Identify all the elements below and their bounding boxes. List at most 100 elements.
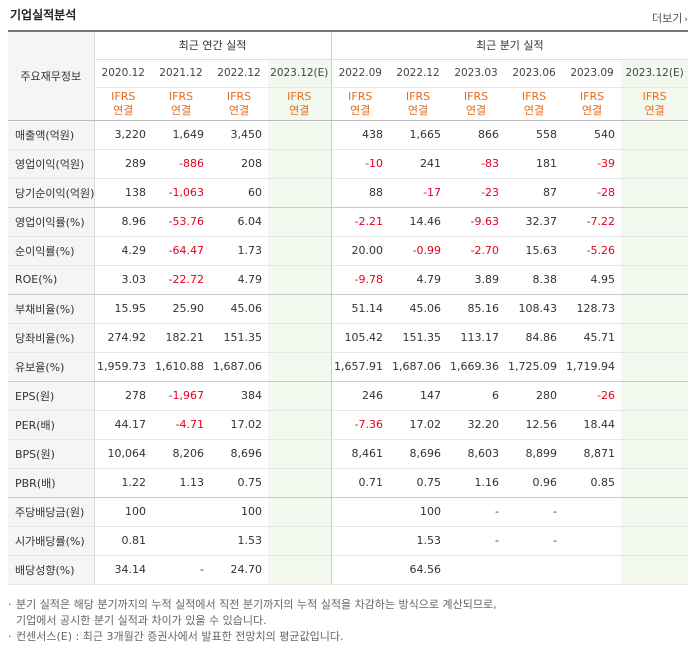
row-label: ROE(%) (8, 265, 95, 295)
row-label: 당기순이익(억원) (8, 178, 95, 208)
ifrs-label: IFRS (579, 89, 605, 103)
value-cell: 280 (505, 381, 564, 411)
value-cell: -23 (447, 178, 506, 208)
row-label: BPS(원) (8, 439, 95, 469)
value-cell: 17.02 (389, 410, 448, 440)
period-header: 2021.12 (152, 59, 210, 88)
value-cell: 45.71 (563, 323, 622, 353)
consolidated-label: 연결 (644, 103, 665, 117)
value-cell (330, 526, 390, 556)
ifrs-badge: IFRS 연결 (268, 87, 332, 121)
period-header: 2020.12 (94, 59, 152, 88)
period-header: 2023.09 (563, 59, 622, 88)
row-label: 당좌비율(%) (8, 323, 95, 353)
table-row: BPS(원) 10,064 8,206 8,696 8,461 8,696 8,603 8,8… (8, 439, 689, 469)
table-row: 매출액(억원) 3,220 1,649 3,450 438 1,665 866 558 540 (8, 120, 689, 150)
value-cell: 4.95 (563, 265, 622, 295)
period-header: 2022.09 (330, 59, 390, 88)
row-label: 순이익률(%) (8, 236, 95, 266)
period-header: 2023.12(E) (621, 59, 689, 88)
ifrs-label: IFRS (463, 89, 489, 103)
more-link[interactable]: 더보기 › (652, 10, 688, 26)
value-cell (152, 526, 210, 556)
value-cell: 3.03 (94, 265, 152, 295)
value-cell: -0.99 (389, 236, 448, 266)
value-cell: 289 (94, 149, 152, 179)
consolidated-label: 연결 (581, 103, 603, 117)
table-row: PER(배) 44.17 -4.71 17.02 -7.36 17.02 32.20 12.5… (8, 410, 689, 440)
value-cell (621, 410, 689, 440)
value-cell (621, 468, 689, 498)
ifrs-badge: IFRS 연결 (447, 87, 506, 121)
consolidated-label: 연결 (523, 103, 545, 117)
value-cell: 540 (563, 120, 622, 150)
ifrs-label: IFRS (168, 89, 194, 103)
value-cell: - (152, 555, 210, 585)
table-row: ROE(%) 3.03 -22.72 4.79 -9.78 4.79 3.89 8.38 4.9… (8, 265, 689, 295)
ifrs-label: IFRS (111, 89, 136, 103)
value-cell: - (447, 497, 506, 527)
value-cell: 6 (447, 381, 506, 411)
value-cell: -9.63 (447, 207, 506, 237)
ifrs-label: IFRS (521, 89, 547, 103)
value-cell: 25.90 (152, 294, 210, 324)
value-cell: 1.53 (210, 526, 268, 556)
value-cell (330, 497, 390, 527)
value-cell: -39 (563, 149, 622, 179)
value-cell (330, 555, 390, 585)
value-cell: -7.36 (330, 410, 390, 440)
table-row: 당좌비율(%) 274.92 182.21 151.35 105.42 151.35 113… (8, 323, 689, 353)
consolidated-label: 연결 (289, 103, 310, 117)
value-cell: 1,665 (389, 120, 448, 150)
financial-table: 주요재무정보 최근 연간 실적 최근 분기 실적 2020.12 2021.12 2… (8, 30, 689, 585)
value-cell (268, 410, 332, 440)
ifrs-badge: IFRS 연결 (389, 87, 448, 121)
row-label: PER(배) (8, 410, 95, 440)
value-cell: 1,725.09 (505, 352, 564, 382)
value-cell (268, 352, 332, 382)
value-cell: -10 (330, 149, 390, 179)
value-cell: 147 (389, 381, 448, 411)
value-cell: 1,959.73 (94, 352, 152, 382)
value-cell: 1,687.06 (389, 352, 448, 382)
table-row: 영업이익률(%) 8.96 -53.76 6.04 -2.21 14.46 -9.63 32.… (8, 207, 689, 237)
value-cell: 8.38 (505, 265, 564, 295)
value-cell: 105.42 (330, 323, 390, 353)
page-title: 기업실적분석 (10, 8, 77, 22)
value-cell: 85.16 (447, 294, 506, 324)
ifrs-label: IFRS (405, 89, 431, 103)
period-header: 2023.12(E) (268, 59, 332, 88)
row-label: 영업이익(억원) (8, 149, 95, 179)
value-cell: 32.37 (505, 207, 564, 237)
bullet-icon: · (8, 630, 12, 643)
value-cell: 0.75 (389, 468, 448, 498)
value-cell: 1,610.88 (152, 352, 210, 382)
value-cell: 241 (389, 149, 448, 179)
value-cell (621, 526, 689, 556)
value-cell (563, 555, 622, 585)
table-row: 주당배당금(원) 100 100 100- - (8, 497, 689, 527)
value-cell: 15.95 (94, 294, 152, 324)
value-cell: 0.96 (505, 468, 564, 498)
ifrs-badge: IFRS 연결 (210, 87, 268, 121)
value-cell: 10,064 (94, 439, 152, 469)
value-cell: 1,649 (152, 120, 210, 150)
row-label: 배당성향(%) (8, 555, 95, 585)
table-row: 배당성향(%) 34.14-24.70 64.56 (8, 555, 689, 585)
ifrs-badge: IFRS 연결 (505, 87, 564, 121)
value-cell: -26 (563, 381, 622, 411)
period-header: 2022.12 (210, 59, 268, 88)
value-cell: 15.63 (505, 236, 564, 266)
value-cell: 0.71 (330, 468, 390, 498)
value-cell (563, 497, 622, 527)
value-cell: 1.16 (447, 468, 506, 498)
ifrs-badge: IFRS 연결 (621, 87, 689, 121)
value-cell: 4.29 (94, 236, 152, 266)
value-cell (621, 323, 689, 353)
row-label: 주당배당금(원) (8, 497, 95, 527)
value-cell: 34.14 (94, 555, 152, 585)
table-body: 매출액(억원) 3,220 1,649 3,450 438 1,665 866 558 540 영… (8, 120, 689, 585)
value-cell: 1,669.36 (447, 352, 506, 382)
ifrs-badge: IFRS 연결 (94, 87, 152, 121)
table-row: 당기순이익(억원) 138 -1,063 60 88 -17 -23 87 -28 (8, 178, 689, 208)
